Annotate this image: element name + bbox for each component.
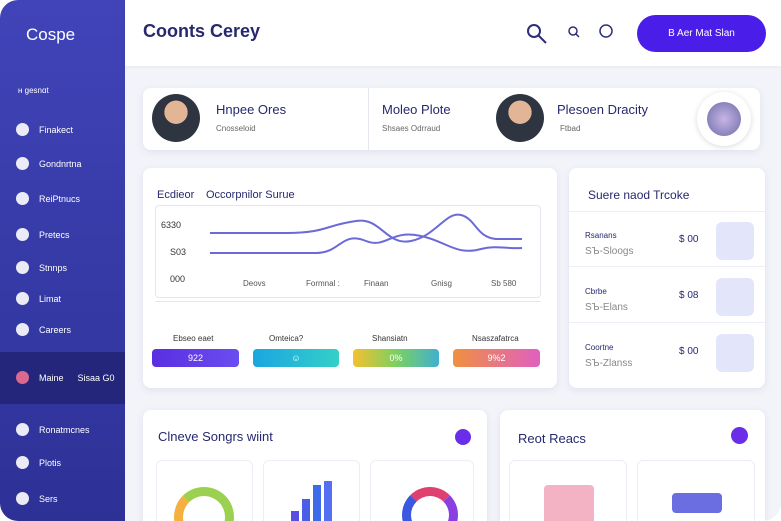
card-title: Clneve Songrs wiint bbox=[158, 429, 273, 444]
x-label: Gnisg bbox=[431, 279, 452, 288]
list-row[interactable]: Coortne ЅЪ-Zlanss $ 00 bbox=[569, 324, 765, 379]
nav-item[interactable]: Limat bbox=[16, 292, 61, 305]
row-name: Cbrbe bbox=[585, 287, 607, 296]
stat-label: Nsaszafatrca bbox=[472, 334, 519, 343]
y-label: S03 bbox=[170, 247, 187, 257]
nav-item[interactable]: Careers bbox=[16, 323, 71, 336]
row-name: Coortne bbox=[585, 343, 614, 352]
sidebar: Cospe ʜ gesnɑt Finakect Gondnrtna ReiPtn… bbox=[0, 0, 125, 521]
nav-label: Maine bbox=[39, 372, 64, 383]
page-title: Coonts Cerey bbox=[143, 21, 261, 41]
nav-label: Sers bbox=[39, 493, 58, 504]
nav-item[interactable]: Pretecs bbox=[16, 228, 70, 241]
nav-label: Finakect bbox=[39, 124, 74, 135]
y-label: 000 bbox=[170, 274, 186, 284]
nav-label: Limat bbox=[39, 293, 62, 304]
nav-active[interactable]: Maine Sisaa G0 bbox=[0, 352, 125, 404]
avatar bbox=[496, 94, 544, 142]
nav-extra: Sisaa G0 bbox=[77, 372, 115, 383]
nav-item[interactable]: Plotis bbox=[16, 456, 61, 469]
card-action[interactable] bbox=[731, 427, 748, 444]
x-label: Formnal : bbox=[306, 279, 340, 288]
nav-item[interactable]: Ronatmcnes bbox=[16, 423, 90, 436]
songs-card: Clneve Songrs wiint bbox=[143, 410, 487, 521]
stat-bar: 0% bbox=[353, 349, 439, 367]
card-title: Reot Reacs bbox=[518, 431, 586, 446]
nav-label: Pretecs bbox=[39, 229, 70, 240]
nav-item[interactable]: Sers bbox=[16, 492, 58, 505]
profile-role: Shsaes Odrraud bbox=[382, 124, 441, 133]
card-title: Suere naod Trcoke bbox=[588, 188, 690, 202]
row-detail: ЅЪ-Sloogs bbox=[585, 246, 634, 257]
profiles-card: Hnpee Ores Cnosseloid Moleo Plote Shsaes… bbox=[143, 88, 760, 150]
row-detail: ЅЪ-Zlanss bbox=[585, 358, 633, 369]
x-label: Sb 580 bbox=[491, 279, 517, 288]
stat-bar: 922 bbox=[152, 349, 239, 367]
x-label: Finaan bbox=[364, 279, 389, 288]
card-action[interactable] bbox=[455, 429, 471, 445]
stat-bar: ☺ bbox=[253, 349, 339, 367]
nav-label: Careers bbox=[39, 324, 72, 335]
row-name: Rsanans bbox=[585, 231, 617, 240]
row-detail: ЅЪ-Elans bbox=[585, 302, 628, 313]
row-amount: $ 08 bbox=[679, 290, 699, 301]
card-subtitle: Occorpnilor Surue bbox=[206, 189, 295, 201]
list-row[interactable]: Cbrbe ЅЪ-Elans $ 08 bbox=[569, 268, 765, 323]
y-label: 6330 bbox=[161, 220, 182, 230]
list-row[interactable]: Rsanans ЅЪ-Sloogs $ 00 bbox=[569, 212, 765, 267]
chart-area: 6330 S03 000 bbox=[155, 205, 541, 298]
nav-label: Gondnrtna bbox=[39, 158, 82, 169]
nav-item[interactable]: Finakect bbox=[16, 123, 73, 136]
stat-label: Omteica? bbox=[269, 334, 304, 343]
stat-label: Shansiatn bbox=[372, 334, 408, 343]
stat-label: Ebseo eaet bbox=[173, 334, 214, 343]
profile-name: Hnpee Ores bbox=[216, 102, 287, 117]
avatar bbox=[697, 92, 751, 146]
row-amount: $ 00 bbox=[679, 346, 699, 357]
nav-label: Plotis bbox=[39, 457, 62, 468]
nav-label: ReiPtnucs bbox=[39, 193, 81, 204]
logo: Cospe bbox=[26, 25, 76, 44]
nav-label: Ronatmcnes bbox=[39, 424, 90, 435]
row-amount: $ 00 bbox=[679, 234, 699, 245]
side-card: Suere naod Trcoke Rsanans ЅЪ-Sloogs $ 00… bbox=[569, 168, 765, 388]
profile-name: Moleo Plote bbox=[382, 102, 451, 117]
profile-role: Cnosseloid bbox=[216, 124, 256, 133]
primary-button[interactable]: B Aer Mat Slan bbox=[637, 15, 766, 52]
section-label: ʜ gesnɑt bbox=[18, 86, 49, 95]
card-title: Ecdieor bbox=[157, 189, 195, 201]
x-label: Deovs bbox=[243, 279, 266, 288]
stat-bar: 9%2 bbox=[453, 349, 540, 367]
nav-label: Stnnps bbox=[39, 262, 68, 273]
profile-role: Ftbad bbox=[560, 124, 581, 133]
nav-item[interactable]: Gondnrtna bbox=[16, 157, 82, 170]
header: Coonts Cerey B Aer Mat Slan bbox=[125, 0, 781, 66]
profile-name: Plesoen Dracity bbox=[557, 102, 649, 117]
nav-item[interactable]: Stnnps bbox=[16, 261, 67, 274]
line-chart bbox=[210, 213, 523, 254]
nav-item[interactable]: ReiPtnucs bbox=[16, 192, 80, 205]
header-icons[interactable] bbox=[525, 22, 625, 46]
chart-card: Ecdieor Occorpnilor Surue 6330 S03 000 D… bbox=[143, 168, 557, 388]
reacts-card: Reot Reacs bbox=[500, 410, 765, 521]
avatar bbox=[152, 94, 200, 142]
